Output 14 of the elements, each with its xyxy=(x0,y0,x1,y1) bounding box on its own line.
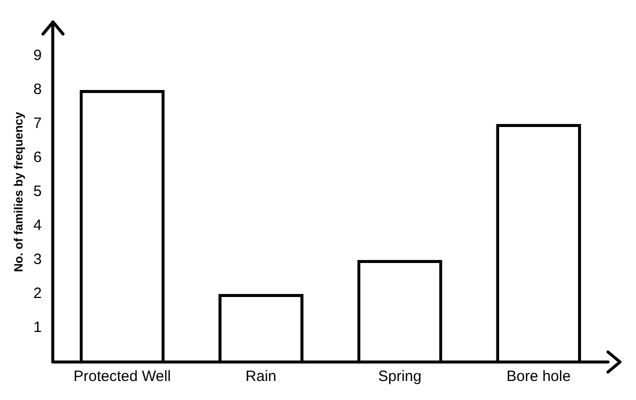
y-tick-label: 7 xyxy=(33,115,42,132)
y-tick-label: 1 xyxy=(33,319,42,336)
x-tick-label: Spring xyxy=(378,368,422,386)
y-tick-label: 3 xyxy=(33,251,42,268)
x-tick-label: Protected Well xyxy=(74,368,171,386)
y-tick-label: 4 xyxy=(33,217,42,234)
y-tick-label: 9 xyxy=(33,47,42,64)
y-tick-label: 8 xyxy=(33,81,42,98)
y-tick-label: 2 xyxy=(33,285,42,302)
y-axis-title: No. of families by frequency xyxy=(12,112,26,272)
x-tick-label: Bore hole xyxy=(506,368,571,386)
y-tick-label: 6 xyxy=(33,149,42,166)
y-tick-label: 5 xyxy=(33,183,42,200)
x-tick-label: Rain xyxy=(246,368,276,386)
